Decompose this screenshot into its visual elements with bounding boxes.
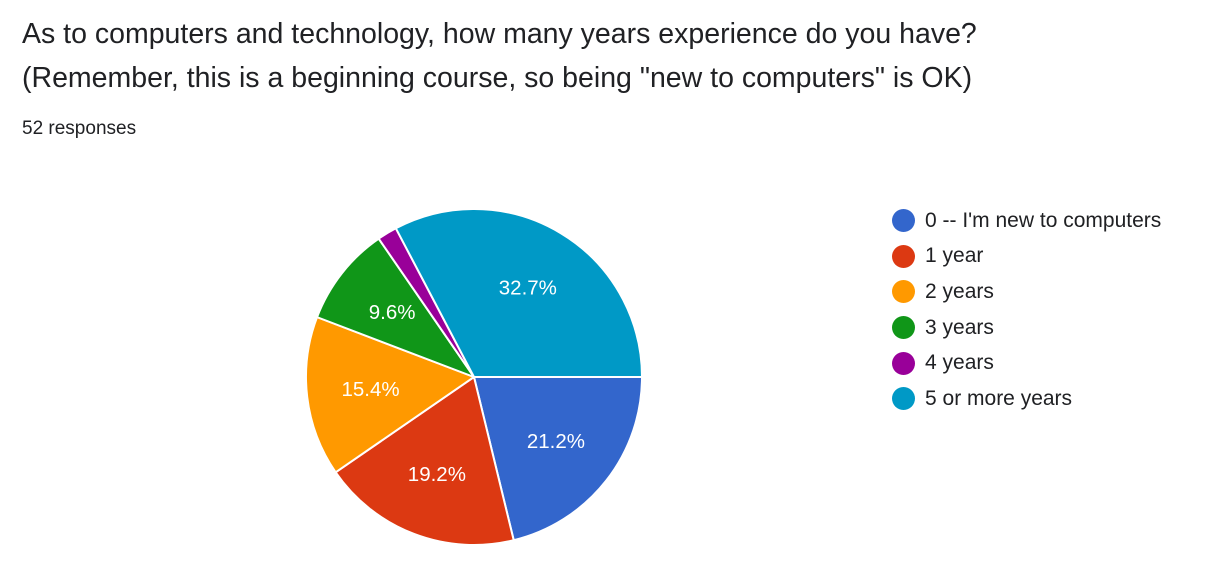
pie-slice-2-years[interactable] <box>305 316 475 474</box>
legend-label: 2 years <box>925 279 994 303</box>
legend-label: 0 -- I'm new to computers <box>925 208 1162 232</box>
slice-label-2-years: 15.4% <box>342 378 400 401</box>
legend-label: 5 or more years <box>925 386 1073 410</box>
pie-slice-5-or-more-years[interactable] <box>394 208 643 378</box>
legend-item-4-years[interactable]: 4 years <box>892 345 1161 381</box>
slice-label-3-years: 9.6% <box>369 301 416 324</box>
slice-label-5-or-more-years: 32.7% <box>499 276 557 299</box>
slice-label-1-year: 19.2% <box>408 463 466 486</box>
pie-slice-1-year[interactable] <box>334 376 515 546</box>
legend-item-0-i-m-new-to-computers[interactable]: 0 -- I'm new to computers <box>892 203 1161 239</box>
legend-swatch-icon <box>892 280 915 304</box>
response-count: 52 responses <box>22 118 137 139</box>
legend-swatch-icon <box>892 244 915 268</box>
legend-item-3-years[interactable]: 3 years <box>892 310 1161 346</box>
pie-slice-0-i-m-new-to-computers[interactable] <box>473 376 643 542</box>
legend-swatch-icon <box>892 351 915 375</box>
question-title-line-1: As to computers and technology, how many… <box>22 18 977 50</box>
legend-item-5-or-more-years[interactable]: 5 or more years <box>892 381 1161 417</box>
question-title: As to computers and technology, how many… <box>22 12 1202 100</box>
question-title-line-2: (Remember, this is a beginning course, s… <box>22 62 973 94</box>
pie-slice-3-years[interactable] <box>316 237 475 378</box>
legend-item-2-years[interactable]: 2 years <box>892 274 1161 310</box>
legend-label: 3 years <box>925 315 994 339</box>
legend-swatch-icon <box>892 387 915 411</box>
legend-label: 1 year <box>925 244 984 268</box>
legend-label: 4 years <box>925 351 994 375</box>
chart-legend: 0 -- I'm new to computers 1 year 2 years 3 … <box>892 203 1161 417</box>
legend-item-1-year[interactable]: 1 year <box>892 239 1161 275</box>
legend-swatch-icon <box>892 209 915 233</box>
legend-swatch-icon <box>892 316 915 340</box>
slice-label-0-i-m-new-to-computers: 21.2% <box>527 430 585 453</box>
